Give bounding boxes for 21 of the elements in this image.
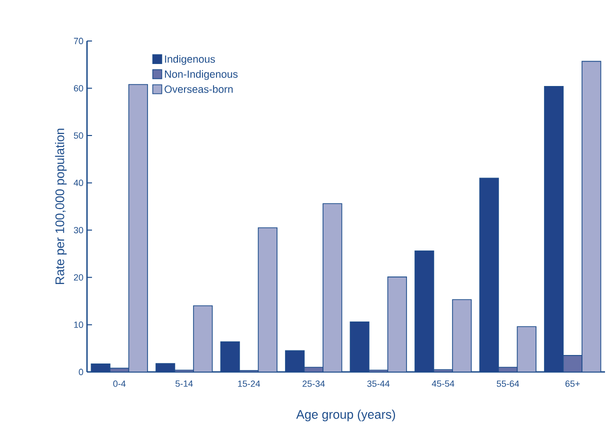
- y-tick-label: 0: [78, 368, 84, 376]
- y-tick-label: 10: [74, 322, 84, 328]
- y-tick-label: 60: [74, 85, 84, 92]
- x-tick-label: 0-4: [113, 380, 126, 387]
- y-tick-label: 30: [74, 226, 84, 234]
- legend-label: Indigenous: [165, 55, 215, 65]
- x-tick-label: 65+: [565, 380, 580, 387]
- x-tick-label: 35-44: [367, 380, 390, 387]
- x-tick-label: 5-14: [176, 380, 193, 387]
- y-axis-title: Rate per 100,000 population: [55, 128, 67, 284]
- x-axis-title: Age group (years): [296, 410, 396, 422]
- legend-label: Overseas-born: [164, 85, 233, 93]
- y-tick-label: 70: [74, 38, 84, 44]
- x-tick-label: 45-54: [432, 380, 454, 387]
- y-tick-label: 50: [74, 132, 84, 139]
- x-tick-label: 55-64: [496, 380, 520, 387]
- legend-label: Non-Indigenous: [165, 70, 238, 80]
- x-tick-label: 25-34: [302, 380, 325, 387]
- x-tick-label: 15-24: [238, 380, 260, 387]
- y-tick-label: 40: [74, 180, 84, 186]
- y-tick-label: 20: [74, 274, 84, 281]
